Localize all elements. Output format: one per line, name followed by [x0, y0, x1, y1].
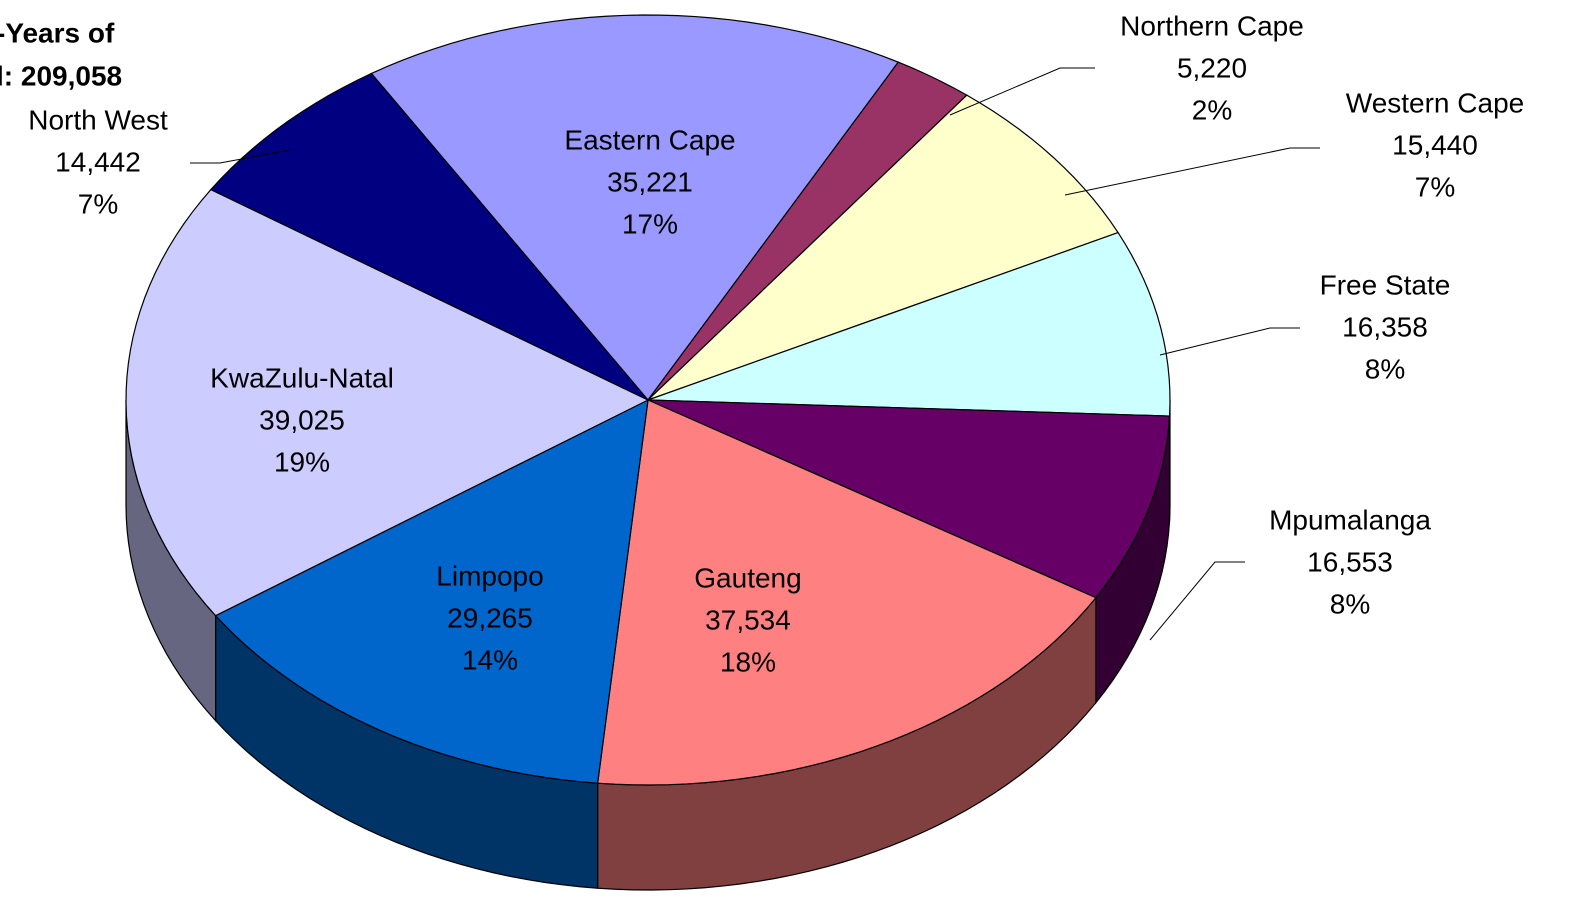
value-label: 29,265	[447, 602, 533, 633]
slice-label: Eastern Cape	[564, 124, 735, 155]
leader-line	[1064, 147, 1320, 196]
leader-line	[949, 67, 1095, 116]
value-label: 5,220	[1177, 52, 1247, 83]
slice-label: KwaZulu-Natal	[210, 362, 394, 393]
percent-label: 7%	[78, 188, 118, 219]
slice-label: Limpopo	[436, 560, 543, 591]
leader-line	[1159, 327, 1300, 356]
slice-label: Gauteng	[694, 562, 801, 593]
chart-title: l: 209,058	[0, 60, 122, 91]
slice	[647, 94, 1120, 401]
percent-label: 8%	[1365, 353, 1405, 384]
slice	[647, 399, 1171, 599]
value-label: 14,442	[55, 146, 141, 177]
chart-title: -Years of	[0, 17, 115, 48]
slice-label: Western Cape	[1346, 87, 1524, 118]
value-label: 16,358	[1342, 311, 1428, 342]
percent-label: 7%	[1415, 171, 1455, 202]
slice-label: Mpumalanga	[1269, 504, 1431, 535]
value-label: 15,440	[1392, 129, 1478, 160]
slice	[214, 398, 649, 784]
slice	[647, 231, 1171, 417]
value-label: 39,025	[259, 404, 345, 435]
slice	[596, 399, 1097, 786]
percent-label: 18%	[720, 646, 776, 677]
percent-label: 2%	[1192, 94, 1232, 125]
slice	[125, 188, 650, 617]
slice-label: North West	[28, 104, 168, 135]
value-label: 37,534	[705, 604, 791, 635]
slice	[647, 61, 968, 401]
percent-label: 8%	[1330, 588, 1370, 619]
percent-label: 17%	[622, 208, 678, 239]
percent-label: 19%	[274, 446, 330, 477]
percent-label: 14%	[462, 644, 518, 675]
slice-label: Northern Cape	[1120, 10, 1304, 41]
slice	[370, 14, 900, 401]
value-label: 35,221	[607, 166, 693, 197]
value-label: 16,553	[1307, 546, 1393, 577]
leader-line	[190, 149, 291, 164]
leader-line	[1149, 561, 1245, 641]
slice	[209, 72, 649, 401]
slice-label: Free State	[1320, 269, 1451, 300]
